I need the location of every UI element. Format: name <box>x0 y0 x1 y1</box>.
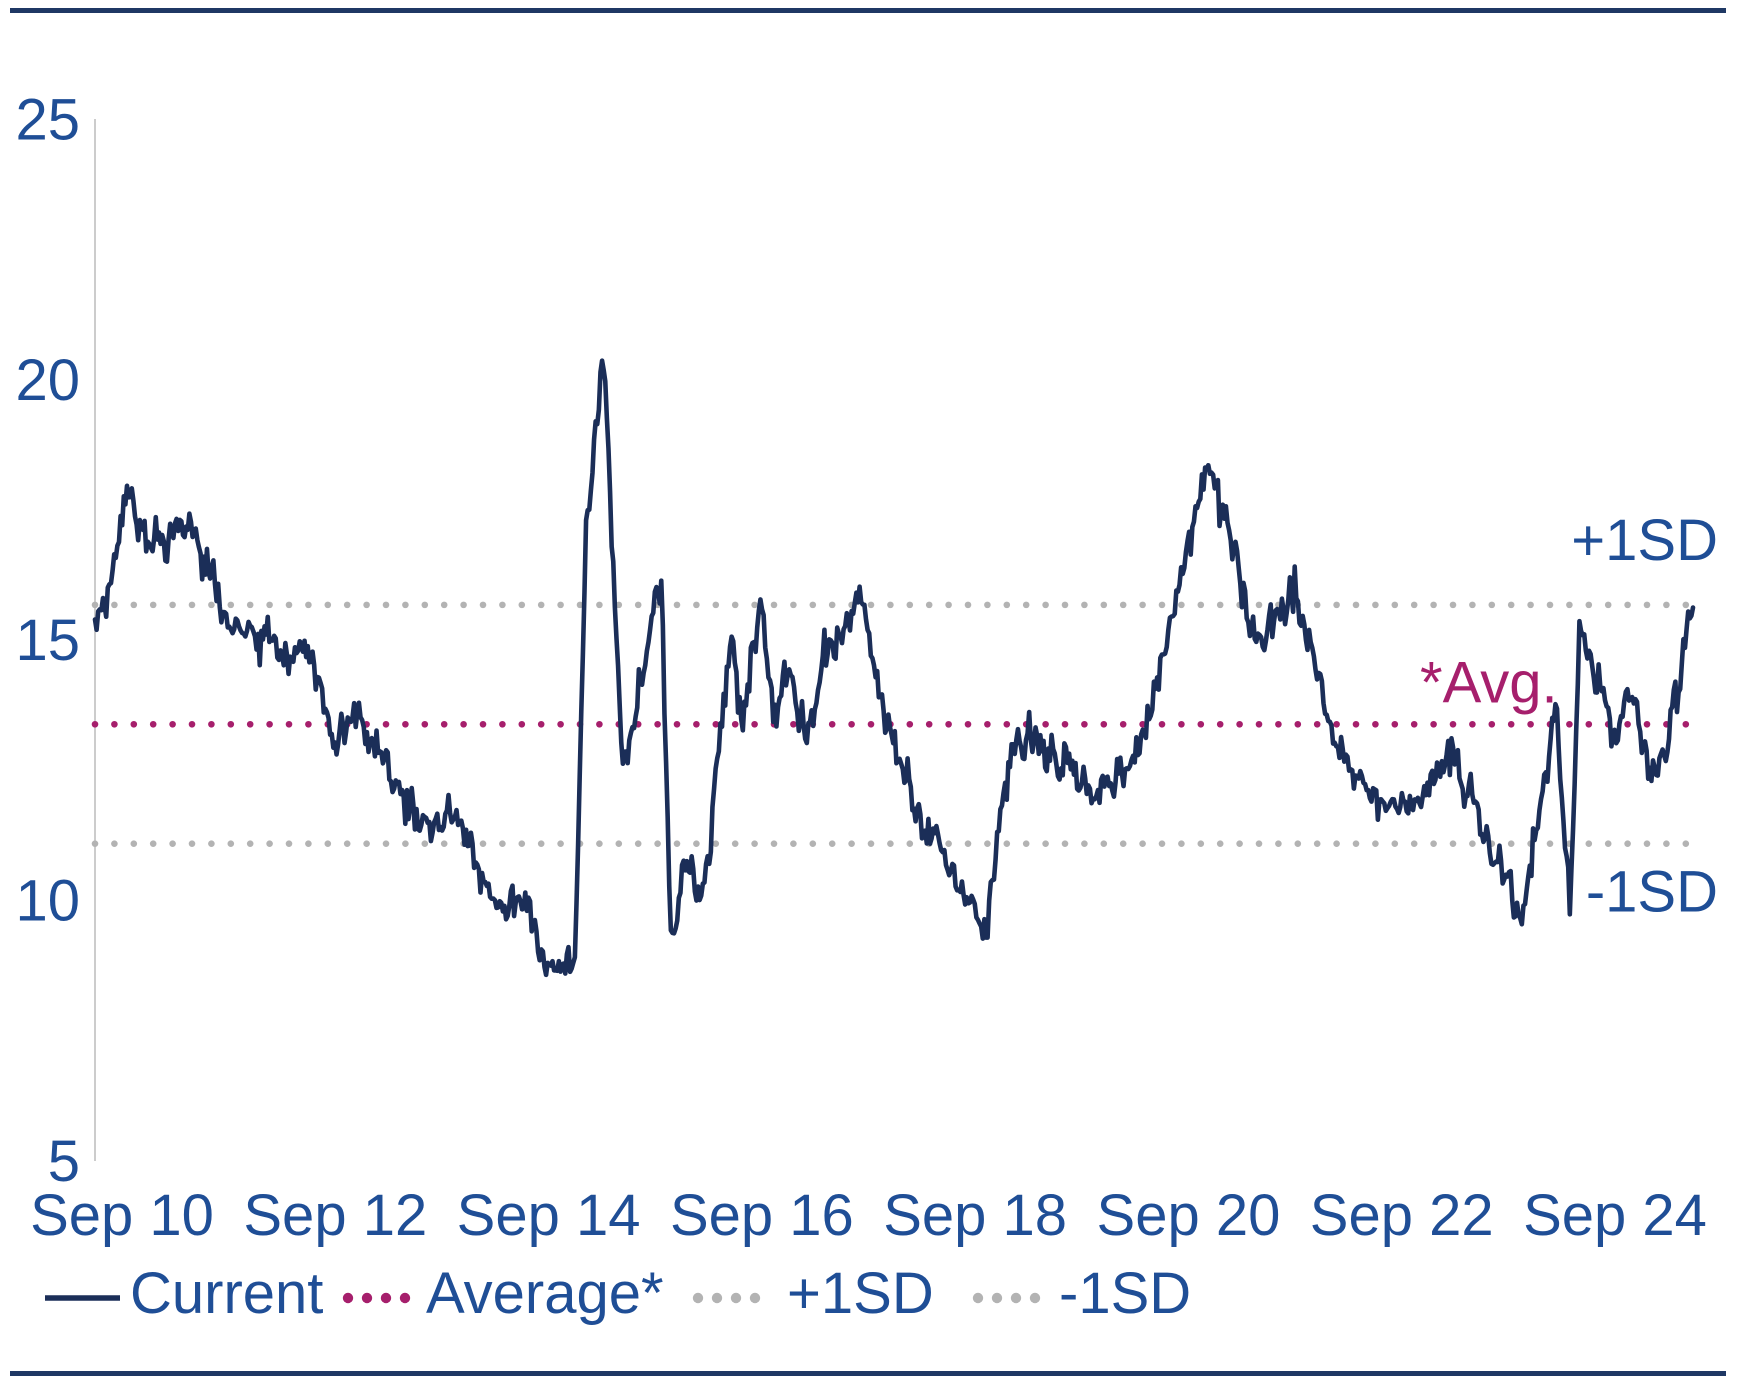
svg-text:Current: Current <box>130 1261 323 1326</box>
svg-text:Sep 14: Sep 14 <box>457 1183 641 1248</box>
svg-text:*Avg.: *Avg. <box>1420 650 1558 715</box>
svg-text:-1SD: -1SD <box>1586 860 1718 925</box>
svg-text:Sep 24: Sep 24 <box>1523 1183 1707 1248</box>
svg-text:Average*: Average* <box>426 1261 664 1326</box>
svg-text:Sep 20: Sep 20 <box>1097 1183 1281 1248</box>
svg-text:Sep 10: Sep 10 <box>30 1183 214 1248</box>
svg-text:25: 25 <box>15 87 80 152</box>
svg-text:10: 10 <box>15 869 80 934</box>
svg-text:-1SD: -1SD <box>1059 1261 1191 1326</box>
svg-text:Sep 18: Sep 18 <box>883 1183 1067 1248</box>
svg-text:+1SD: +1SD <box>1571 508 1718 573</box>
svg-text:20: 20 <box>15 348 80 413</box>
svg-text:Sep 16: Sep 16 <box>670 1183 854 1248</box>
svg-text:Sep 12: Sep 12 <box>243 1183 427 1248</box>
svg-text:+1SD: +1SD <box>787 1261 934 1326</box>
svg-text:15: 15 <box>15 608 80 673</box>
svg-text:Sep 22: Sep 22 <box>1310 1183 1494 1248</box>
